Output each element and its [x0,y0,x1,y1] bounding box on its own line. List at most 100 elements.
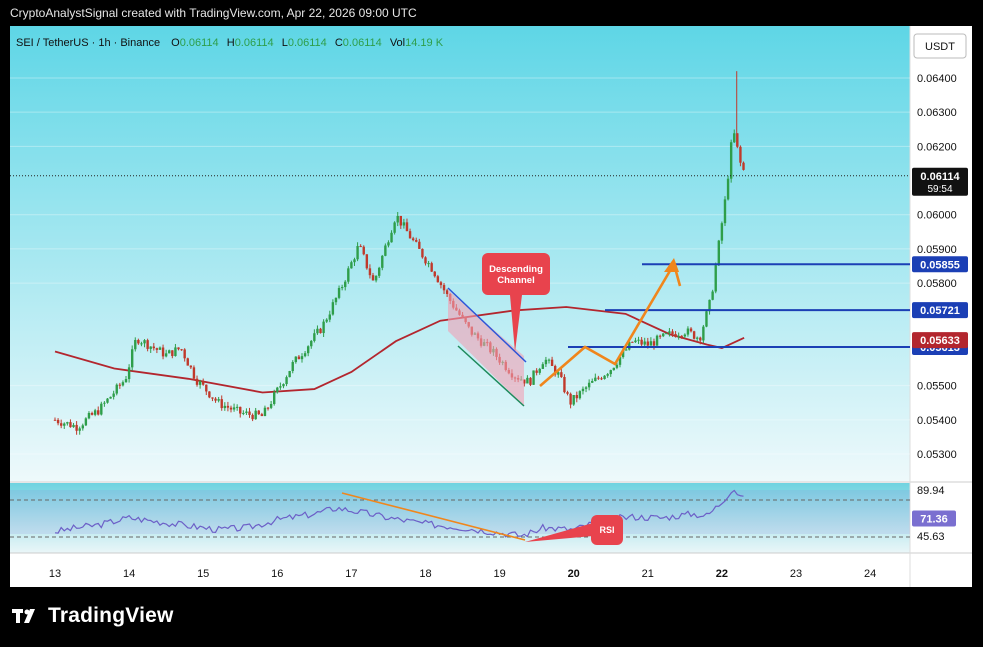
candle-body [118,384,122,386]
candle-body [563,376,566,393]
candle-body [146,340,149,349]
candle-body [575,395,578,399]
candle-body [717,240,721,266]
candle-body [371,275,375,281]
y-tick-label: 0.06300 [917,107,957,119]
candle-body [78,428,81,431]
main-pane-bg [10,26,910,481]
candle-body [637,339,640,341]
y-tick-label: 0.05300 [917,449,957,461]
level-tag [912,256,968,273]
candle-body [553,365,557,375]
candle-body [254,410,257,420]
candle-body [217,399,220,401]
candle-body [581,388,585,392]
candle-body [273,392,276,405]
candle-body [276,387,279,393]
candle-body [158,347,162,350]
candle-body [532,370,535,385]
volume-label: Vol [390,37,405,49]
candle-body [232,407,236,410]
low-value: 0.06114 [288,37,327,49]
open-label: O [171,37,180,49]
candle-body [547,359,551,361]
candle-body [396,215,399,223]
candle-body [526,377,529,384]
candle-body [288,371,291,378]
candle-body [81,425,84,429]
candle-body [127,367,131,380]
candle-body [303,353,307,357]
candle-body [263,407,267,417]
candle-body [285,377,288,385]
symbol-name: SEI / TetherUS · 1h · Binance [16,37,160,49]
candle-body [692,331,696,339]
candle-body [245,411,248,413]
candle-body [112,393,115,397]
candle-body [640,339,643,345]
candle-body [603,375,606,380]
candle-body [557,372,560,375]
candle-body [75,424,78,431]
level-tag [912,302,968,319]
price-chart[interactable]: 0.0611459:540.058550.057210.056130.05633… [10,26,972,587]
candle-body [621,350,625,358]
candle-body [103,402,106,404]
tradingview-brand[interactable]: TradingView [12,604,174,628]
high-value: 0.06114 [235,37,274,49]
close-value: 0.06114 [343,37,382,49]
candle-body [140,343,143,345]
currency-button[interactable]: USDT [913,33,967,59]
y-axis: 0.06400 0.06300 0.06200 0.06000 0.05900 0.058… [917,73,957,461]
candle-body [705,311,708,327]
x-tick-label: 15 [197,568,209,580]
candle-body [235,406,239,408]
candle-body [257,410,260,415]
candle-body [229,407,233,410]
candle-body [368,268,372,276]
rsi-label-pointer [525,523,593,542]
candle-body [646,341,649,346]
candle-body [708,299,711,312]
candle-body [569,393,572,405]
candle-body [408,231,412,239]
channel-fill [448,290,524,406]
candle-body [56,419,60,424]
candle-body [384,245,387,256]
descending-channel-pointer [510,295,522,352]
candle-body [180,349,183,351]
candle-body [205,384,208,392]
candle-body [130,349,134,368]
x-tick-label: 16 [271,568,283,580]
candle-body [658,335,662,337]
descending-channel-label-box [482,253,550,295]
candle-body [239,406,242,414]
candle-body [544,359,548,365]
y-tick-label: 0.05900 [917,244,957,256]
candle-body [535,370,538,373]
candle-body [208,391,211,398]
candle-body [680,335,683,337]
candle-body [631,341,634,343]
candle-body [294,356,298,363]
candle-body [390,232,393,243]
level-label: 0.05721 [920,305,960,317]
candle-body [711,291,714,300]
candle-body [356,246,359,260]
close-label: C [335,37,343,49]
candle-body [171,350,174,357]
candle-body [702,326,705,341]
rsi-current-label: 71.36 [920,513,948,525]
y-tick-label: 0.06000 [917,210,957,222]
candle-body [427,263,430,265]
candle-body [578,391,582,399]
candle-body [124,379,128,383]
candle-body [328,314,331,320]
rsi-line [54,489,744,538]
candle-body [109,396,112,399]
candle-body [186,358,189,366]
candle-body [652,341,656,346]
candle-body [189,365,193,368]
candle-body [418,241,421,249]
